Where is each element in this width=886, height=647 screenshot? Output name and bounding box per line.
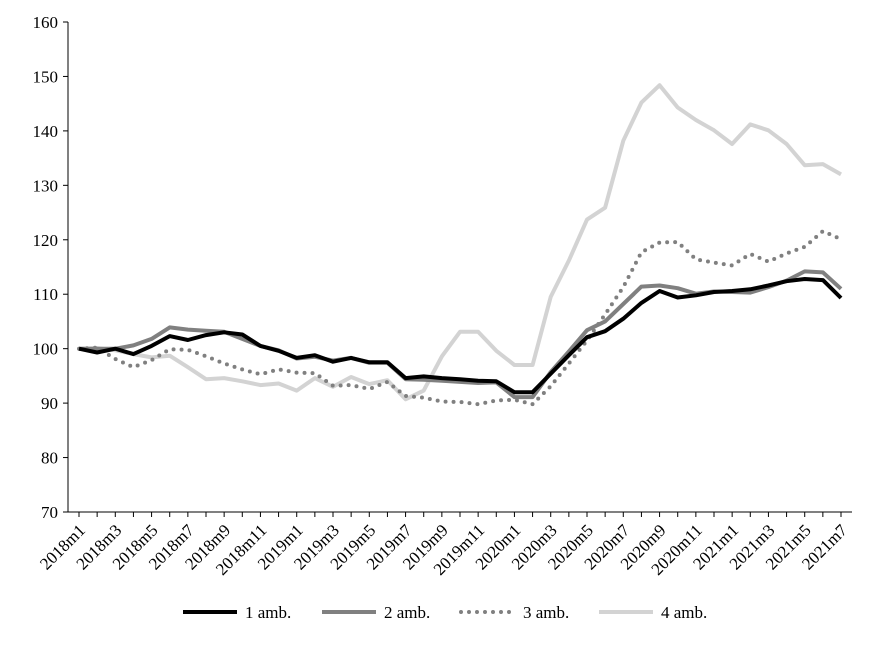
y-tick-label: 130 bbox=[33, 176, 59, 195]
legend-label-1: 1 amb. bbox=[245, 603, 291, 622]
legend-label-2: 2 amb. bbox=[384, 603, 430, 622]
y-tick-label: 90 bbox=[41, 394, 58, 413]
y-tick-label: 150 bbox=[33, 67, 59, 86]
y-tick-label: 160 bbox=[33, 13, 59, 32]
y-tick-label: 80 bbox=[41, 449, 58, 468]
legend: 1 amb. 2 amb. 3 amb. 4 amb. bbox=[183, 603, 707, 622]
series-line-3 bbox=[77, 229, 843, 407]
series-lines bbox=[77, 83, 843, 407]
y-tick-label: 100 bbox=[33, 340, 59, 359]
series-line-4 bbox=[78, 83, 842, 402]
y-tick-label: 70 bbox=[41, 503, 58, 522]
y-axis-ticks: 70 80 90 100 110 120 130 140 150 160 bbox=[33, 13, 68, 522]
y-tick-label: 110 bbox=[33, 285, 58, 304]
y-tick-label: 140 bbox=[33, 122, 59, 141]
legend-label-4: 4 amb. bbox=[661, 603, 707, 622]
y-tick-label: 120 bbox=[33, 231, 59, 250]
axes bbox=[67, 22, 852, 513]
series-line-1 bbox=[78, 277, 843, 395]
x-axis-ticks: 2018m12018m32018m52018m72018m92018m11201… bbox=[36, 512, 851, 579]
legend-label-3: 3 amb. bbox=[523, 603, 569, 622]
